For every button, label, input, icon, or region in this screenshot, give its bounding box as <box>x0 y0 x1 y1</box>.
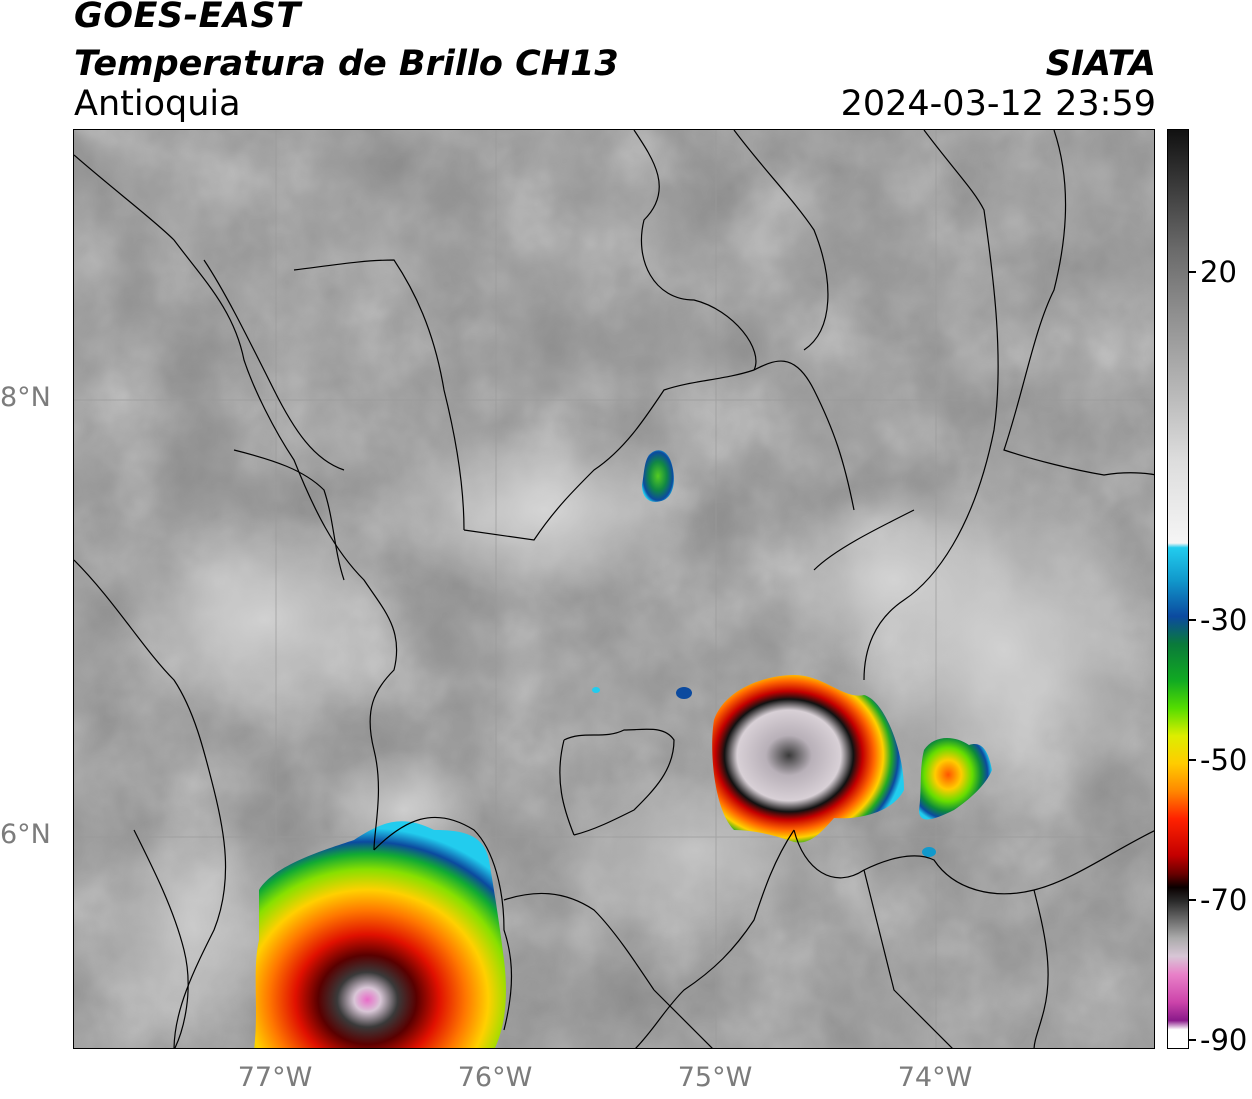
lon-tick-75w: 75°W <box>677 1062 753 1093</box>
colorbar-label-minus70: -70 <box>1200 883 1248 917</box>
lat-tick-8n: 8°N <box>0 382 51 413</box>
colorbar-label-minus30: -30 <box>1200 603 1248 637</box>
map-panel[interactable] <box>73 129 1155 1049</box>
colorbar-tick <box>1189 271 1196 273</box>
satellite-image <box>74 130 1154 1048</box>
storm-cell-central <box>712 675 904 843</box>
colorbar <box>1167 129 1189 1049</box>
colorbar-tick <box>1189 759 1196 761</box>
storm-cell-north <box>642 450 674 502</box>
header-org: SIATA <box>1045 44 1156 84</box>
lon-tick-77w: 77°W <box>237 1062 313 1093</box>
storm-cell-southwest <box>254 821 506 1048</box>
colorbar-tick <box>1189 899 1196 901</box>
lat-tick-6n: 6°N <box>0 819 51 850</box>
lon-tick-76w: 76°W <box>457 1062 533 1093</box>
lon-tick-74w: 74°W <box>897 1062 973 1093</box>
storm-cell-east <box>919 738 992 820</box>
colorbar-label-minus50: -50 <box>1200 743 1248 777</box>
colorbar-label-minus90: -90 <box>1200 1023 1248 1057</box>
colorbar-label-20: 20 <box>1200 255 1237 289</box>
header-region: Antioquia <box>74 84 241 124</box>
header-datetime: 2024-03-12 23:59 <box>840 84 1156 124</box>
colorbar-tick <box>1189 619 1196 621</box>
colorbar-tick <box>1189 1039 1196 1041</box>
header-satellite: GOES-EAST <box>74 0 301 36</box>
header-product: Temperatura de Brillo CH13 <box>74 44 619 84</box>
